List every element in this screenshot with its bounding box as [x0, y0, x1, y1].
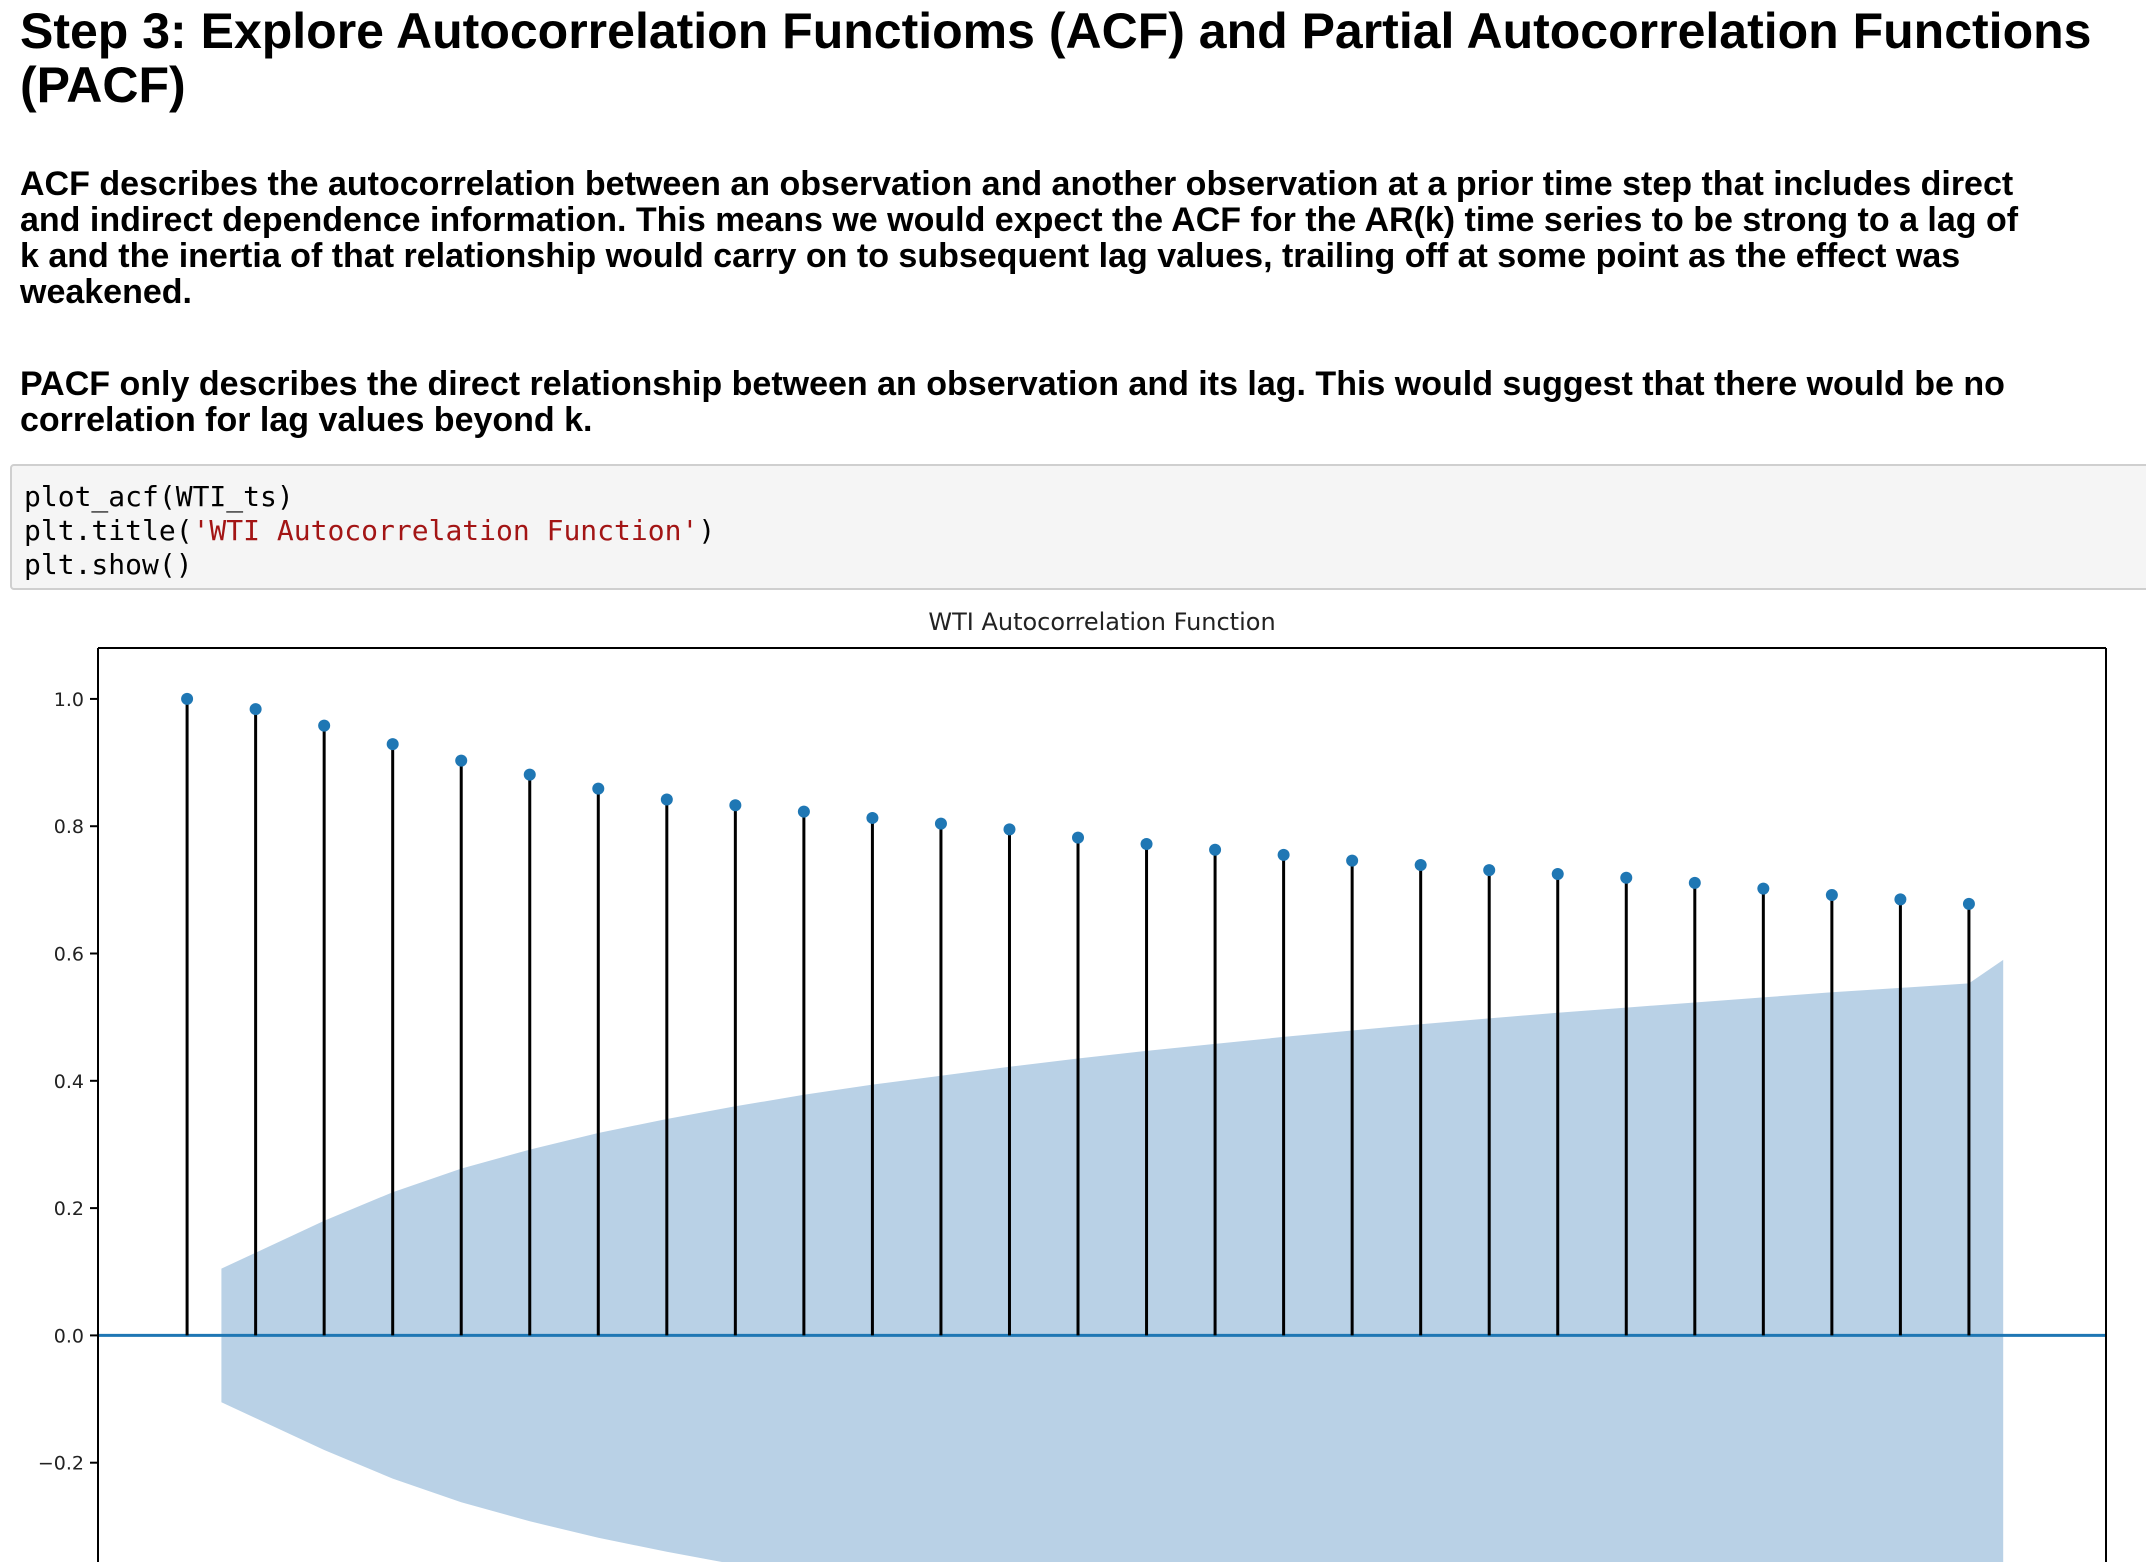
acf-point [318, 719, 331, 732]
acf-point [1620, 871, 1633, 884]
code-cell[interactable]: plot_acf(WTI_ts) plt.title('WTI Autocorr… [10, 464, 2146, 590]
acf-point [1757, 882, 1770, 895]
y-tick-label: −0.2 [38, 1453, 84, 1475]
confidence-band [221, 959, 2004, 1562]
acf-description-line: weakened. [20, 273, 192, 311]
confidence-band-layer [221, 959, 2004, 1562]
acf-description-line: ACF describes the autocorrelation betwee… [20, 165, 2014, 203]
axes-layer: 1.0 0.8 0.6 0.4 0.2 0.0 −0.2 [38, 647, 2107, 1562]
y-tick-label: 0.0 [54, 1325, 84, 1347]
acf-point [1483, 864, 1496, 877]
y-tick-label: 0.2 [54, 1198, 84, 1220]
code-line-1: plot_acf(WTI_ts) [24, 480, 294, 513]
section-heading: Step 3: Explore Autocorrelation Functiom… [20, 3, 2092, 113]
code-line-2-prefix: plt.title( [24, 514, 193, 547]
acf-point [592, 782, 605, 795]
acf-point [797, 805, 810, 818]
acf-point [1346, 854, 1359, 867]
code-editor[interactable]: plot_acf(WTI_ts) plt.title('WTI Autocorr… [24, 480, 715, 582]
code-string-literal: 'WTI Autocorrelation Function' [192, 514, 699, 547]
acf-point [1003, 823, 1016, 836]
acf-point [729, 799, 742, 812]
acf-point [455, 754, 468, 767]
acf-point [181, 692, 194, 705]
acf-point [1277, 848, 1290, 861]
stem-layer [185, 698, 1971, 1336]
acf-point [386, 738, 399, 751]
acf-description-line: k and the inertia of that relationship w… [20, 237, 1961, 275]
acf-point [660, 793, 673, 806]
acf-point [1894, 893, 1907, 906]
y-tick-label: 0.8 [54, 816, 84, 838]
y-tick-label: 0.4 [54, 1071, 84, 1093]
code-line-2: plt.title('WTI Autocorrelation Function'… [24, 514, 715, 547]
acf-point [1551, 867, 1564, 880]
acf-point [1962, 897, 1975, 910]
acf-point [1209, 843, 1222, 856]
code-line-3: plt.show() [24, 548, 193, 581]
acf-point [1072, 831, 1085, 844]
marker-layer [181, 692, 1975, 910]
y-tick-label: 0.6 [54, 944, 84, 966]
acf-point [249, 703, 262, 716]
acf-point [1140, 838, 1153, 851]
pacf-description-line: PACF only describes the direct relations… [20, 365, 2005, 403]
acf-description-line: and indirect dependence information. Thi… [20, 201, 2019, 239]
pacf-description-line: correlation for lag values beyond k. [20, 401, 593, 439]
y-tick-label: 1.0 [54, 689, 84, 711]
acf-point [1825, 888, 1838, 901]
chart-title: WTI Autocorrelation Function [928, 608, 1275, 636]
acf-point [523, 768, 536, 781]
acf-point [1688, 876, 1701, 889]
code-line-2-suffix: ) [698, 514, 716, 547]
pacf-description: PACF only describes the direct relations… [20, 366, 2146, 438]
acf-point [1414, 859, 1427, 872]
acf-point [866, 811, 879, 824]
acf-description: ACF describes the autocorrelation betwee… [20, 166, 2146, 310]
acf-chart: WTI Autocorrelation Function 1.0 0.8 0.6 0.… [38, 608, 2107, 1562]
acf-point [934, 817, 947, 830]
